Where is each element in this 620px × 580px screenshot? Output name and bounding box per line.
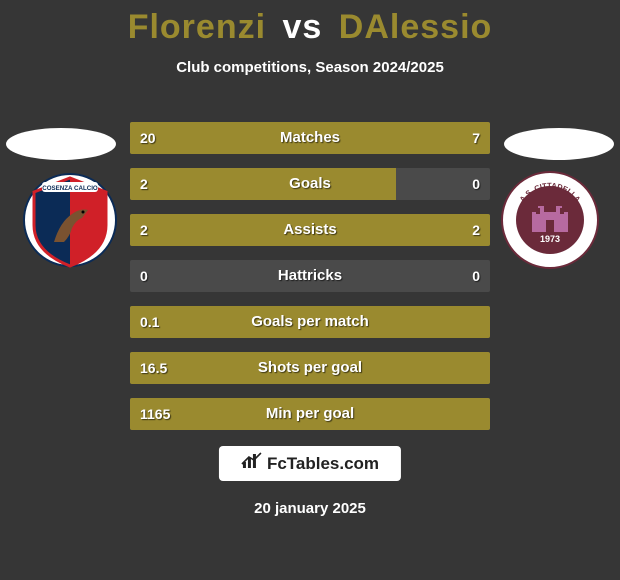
fctables-text: FcTables.com [267, 454, 379, 474]
stat-label: Hattricks [130, 260, 490, 292]
page-title: Florenzi vs DAlessio [0, 0, 620, 47]
stat-row: 00Hattricks [130, 260, 490, 292]
vs-text: vs [283, 8, 323, 46]
left-ellipse [6, 128, 116, 160]
stats-bars: 207Matches 20Goals 22Assists 00Hattricks 0.1… [130, 122, 490, 444]
stat-row: 1165Min per goal [130, 398, 490, 430]
player2-name: DAlessio [339, 8, 493, 46]
stat-label: Goals [130, 168, 490, 200]
right-ellipse [504, 128, 614, 160]
stat-row: 207Matches [130, 122, 490, 154]
stat-row: 20Goals [130, 168, 490, 200]
svg-text:COSENZA CALCIO: COSENZA CALCIO [42, 185, 98, 192]
right-team-badge: 1973 A.S. CITTADELLA [500, 170, 600, 270]
stat-row: 22Assists [130, 214, 490, 246]
stat-label: Shots per goal [130, 352, 490, 384]
stat-label: Min per goal [130, 398, 490, 430]
chart-icon [241, 452, 263, 475]
player1-name: Florenzi [128, 8, 266, 46]
stat-row: 0.1Goals per match [130, 306, 490, 338]
stat-label: Matches [130, 122, 490, 154]
date-text: 20 january 2025 [0, 500, 620, 517]
stat-label: Goals per match [130, 306, 490, 338]
fctables-logo: FcTables.com [219, 446, 401, 481]
stat-label: Assists [130, 214, 490, 246]
left-team-badge: COSENZA CALCIO [20, 170, 120, 270]
subtitle: Club competitions, Season 2024/2025 [0, 59, 620, 76]
svg-text:1973: 1973 [540, 234, 560, 244]
stat-row: 16.5Shots per goal [130, 352, 490, 384]
